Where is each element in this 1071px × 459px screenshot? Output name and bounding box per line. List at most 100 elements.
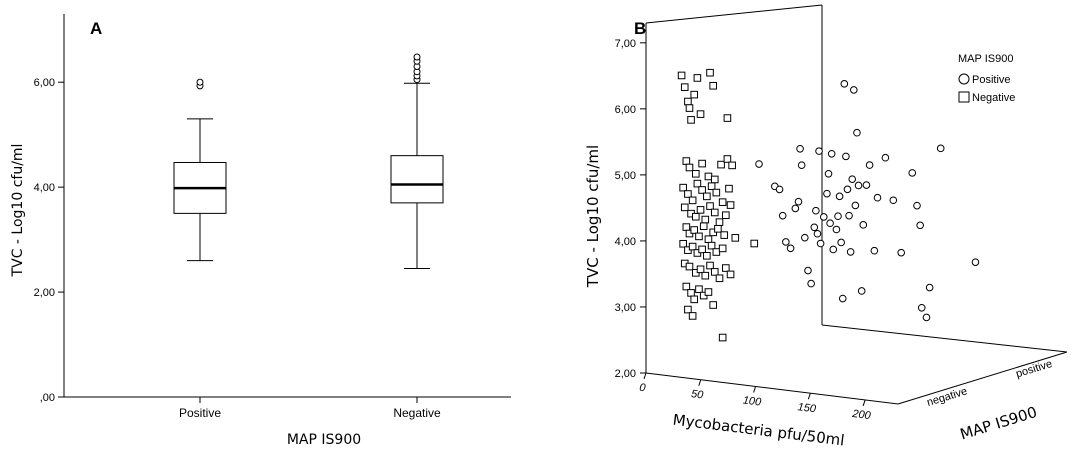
legend-title: MAP IS900 [958, 53, 1013, 65]
negative-point [701, 215, 710, 224]
positive-point [823, 189, 831, 198]
negative-point [679, 239, 687, 248]
y-tick-label: ,00 [40, 392, 55, 404]
positive-point [908, 169, 917, 177]
positive-point [786, 244, 795, 253]
negative-point [718, 198, 727, 206]
negative-point [709, 81, 717, 90]
positive-point [873, 193, 882, 202]
negative-point [690, 90, 699, 99]
x-tick-label: 50 [690, 388, 704, 402]
negative-point [703, 192, 711, 201]
positive-point [845, 211, 853, 220]
x-tick-mark [753, 386, 757, 393]
iqr-box [390, 155, 444, 204]
positive-point [832, 225, 841, 234]
negative-point [688, 312, 697, 320]
positive-point [810, 223, 819, 232]
panel-a-boxplot: A ,00 2,00 4,00 6,00 Positive Negative MAP I… [10, 14, 511, 448]
negative-point [680, 83, 689, 91]
positive-point [797, 161, 806, 169]
panel-b-box-frame [645, 4, 1068, 405]
negative-point [710, 268, 719, 276]
positive-point [812, 206, 820, 215]
negative-point [688, 242, 697, 251]
positive-point [917, 303, 926, 312]
y-tick-label: 4,00 [615, 236, 636, 248]
positive-point [791, 204, 800, 213]
negative-point [718, 333, 727, 342]
negative-point [685, 104, 694, 112]
y-tick-label: 7,00 [615, 38, 636, 50]
negative-point [687, 289, 695, 297]
positive-point [778, 211, 787, 220]
x-tick-label: 0 [639, 382, 647, 395]
negative-point [709, 301, 717, 309]
panel-a-y-axis-title: TVC - Log10 cfu/ml [10, 144, 26, 278]
negative-point [728, 161, 736, 170]
negative-point [699, 222, 708, 231]
positive-point [854, 181, 863, 190]
panel-a-category-labels: Positive Negative [179, 397, 441, 420]
y-tick-label: 4,00 [34, 182, 55, 194]
negative-point [690, 226, 699, 234]
negative-point [685, 262, 694, 271]
negative-point [680, 203, 689, 212]
negative-point [679, 183, 687, 192]
negative-point [707, 182, 716, 191]
panel-a-y-ticks: ,00 2,00 4,00 6,00 [34, 77, 64, 404]
positive-point [829, 245, 838, 254]
positive-point [916, 221, 924, 230]
panel-b-y-axis-title: TVC - Log10 cfu/ml [584, 145, 602, 288]
x-tick-label: 100 [742, 394, 763, 408]
negative-point [725, 184, 733, 193]
negative-point [712, 248, 721, 256]
negative-point [706, 261, 714, 270]
panel-b-legend: MAP IS900 Positive Negative [958, 53, 1015, 104]
positive-point [925, 283, 934, 292]
negative-point [726, 201, 735, 209]
negative-point [684, 305, 692, 314]
positive-point [838, 294, 847, 303]
negative-point [731, 234, 740, 242]
x-tick-mark [807, 393, 811, 400]
negative-point [677, 71, 686, 80]
x-tick-mark [698, 379, 702, 386]
negative-point [712, 188, 721, 197]
positive-point [913, 201, 921, 210]
negative-point [690, 295, 699, 304]
x-tick-mark [643, 372, 647, 380]
panel-a-x-axis-title: MAP IS900 [287, 432, 361, 448]
panel-b-x-axis [645, 372, 899, 405]
panel-b-3d-scatter: B 2,003,004,005,006,007,00 050 100 150 200 … [584, 4, 1068, 450]
negative-point [720, 231, 729, 239]
negative-point [722, 264, 730, 272]
positive-point [936, 144, 945, 153]
negative-point [695, 232, 703, 241]
negative-point [684, 97, 692, 106]
negative-point [707, 241, 716, 250]
positive-point [922, 313, 931, 322]
panel-b-top-edge [645, 4, 823, 24]
legend-label-negative: Negative [972, 92, 1015, 104]
negative-point [684, 190, 692, 198]
z-tick-label: positive [1015, 358, 1054, 380]
negative-point [717, 160, 725, 169]
positive-point [843, 185, 852, 194]
positive-point [775, 185, 784, 194]
panel-b-z-axis-title: MAP IS900 [958, 403, 1039, 443]
negative-point [692, 212, 700, 221]
negative-point [703, 251, 711, 260]
negative-point [682, 157, 691, 165]
negative-point [718, 244, 727, 253]
positive-point [971, 258, 980, 266]
outlier-point [196, 78, 204, 86]
negative-point [715, 274, 724, 283]
positive-point [794, 197, 803, 206]
negative-point [693, 74, 702, 82]
outlier-point [413, 53, 421, 61]
x-category-label: Negative [393, 406, 441, 420]
positive-point [840, 80, 849, 88]
